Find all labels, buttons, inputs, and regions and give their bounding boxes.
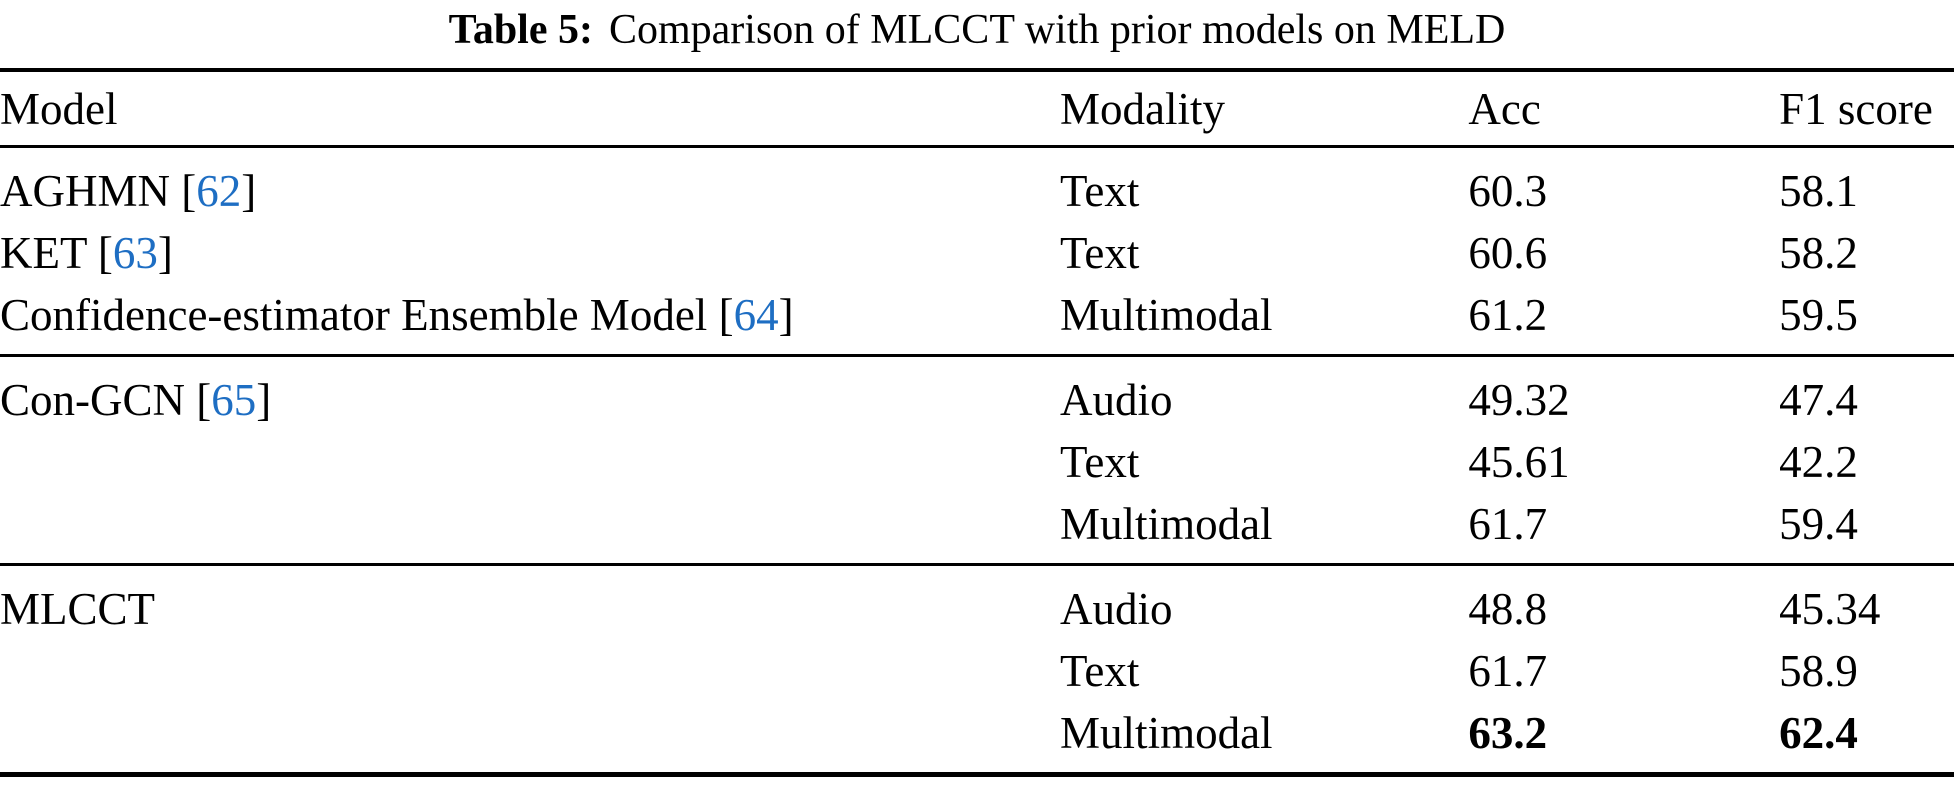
citation-link[interactable]: 64 [733, 290, 779, 340]
modality-cell: Multimodal [1060, 708, 1273, 758]
f1-score-cell: 58.1 [1779, 166, 1858, 216]
table-group-2: Con-GCN [65] Audio 49.32 47.4 Text 45.61 42.2 M… [0, 356, 1954, 565]
citation-link[interactable]: 65 [211, 375, 257, 425]
column-header-model: Model [0, 70, 1061, 148]
column-header-modality: Modality [1060, 70, 1469, 148]
modality-cell: Audio [1060, 375, 1173, 425]
f1-score-cell: 58.2 [1779, 228, 1858, 278]
table-caption-text: Comparison of MLCCT with prior models on… [608, 7, 1506, 53]
modality-cell: Text [1060, 646, 1140, 696]
table-row: AGHMN [62] Text 60.3 58.1 [0, 147, 1954, 223]
f1-score-cell: 59.5 [1779, 290, 1858, 340]
acc-cell: 49.32 [1468, 375, 1570, 425]
column-header-f1-score: F1 score [1779, 70, 1954, 148]
f1-score-cell: 47.4 [1779, 375, 1858, 425]
model-name: KET [0, 228, 87, 278]
model-cell [0, 640, 1060, 702]
acc-cell: 61.7 [1468, 646, 1548, 696]
table-row: MLCCT Audio 48.8 45.34 [0, 565, 1954, 641]
table-row: Text 45.61 42.2 [0, 431, 1954, 493]
citation-link[interactable]: 62 [196, 166, 242, 216]
f1-score-cell: 45.34 [1779, 584, 1881, 634]
model-cell: MLCCT [0, 565, 1060, 641]
table-group-1: AGHMN [62] Text 60.3 58.1 KET [63] Text 60.6 58… [0, 147, 1954, 356]
table-group-3: MLCCT Audio 48.8 45.34 Text 61.7 58.9 Multimoda… [0, 565, 1954, 775]
table-row: Multimodal 61.7 59.4 [0, 493, 1954, 565]
table-row: Multimodal 63.2 62.4 [0, 702, 1954, 775]
table-row: Con-GCN [65] Audio 49.32 47.4 [0, 356, 1954, 432]
f1-score-cell: 59.4 [1779, 499, 1858, 549]
acc-cell: 60.3 [1468, 166, 1548, 216]
acc-cell: 63.2 [1468, 708, 1548, 758]
table-caption: Table 5: Comparison of MLCCT with prior m… [0, 6, 1954, 54]
f1-score-cell: 62.4 [1779, 708, 1858, 758]
table-header-row: Model Modality Acc F1 score [0, 70, 1954, 148]
table-row: Text 61.7 58.9 [0, 640, 1954, 702]
model-name: Confidence-estimator Ensemble Model [0, 290, 708, 340]
model-cell [0, 702, 1060, 775]
model-cell: Con-GCN [65] [0, 375, 272, 425]
modality-cell: Text [1060, 166, 1140, 216]
model-cell: KET [63] [0, 228, 173, 278]
results-table: Model Modality Acc F1 score AGHMN [62] Te… [0, 68, 1954, 777]
modality-cell: Text [1060, 228, 1140, 278]
table-header: Model Modality Acc F1 score [0, 70, 1954, 148]
acc-cell: 60.6 [1468, 228, 1548, 278]
acc-cell: 48.8 [1468, 584, 1548, 634]
model-name: MLCCT [0, 584, 156, 634]
f1-score-cell: 42.2 [1779, 437, 1858, 487]
table-row: KET [63] Text 60.6 58.2 [0, 222, 1954, 284]
modality-cell: Multimodal [1060, 290, 1273, 340]
model-cell [0, 493, 1060, 565]
modality-cell: Audio [1060, 584, 1173, 634]
modality-cell: Multimodal [1060, 499, 1273, 549]
model-name: AGHMN [0, 166, 171, 216]
table-caption-label: Table 5: [448, 7, 593, 53]
citation-link[interactable]: 63 [112, 228, 158, 278]
model-cell [0, 431, 1060, 493]
model-cell: Confidence-estimator Ensemble Model [64] [0, 290, 794, 340]
acc-cell: 61.2 [1468, 290, 1548, 340]
column-header-acc: Acc [1468, 70, 1780, 148]
modality-cell: Text [1060, 437, 1140, 487]
model-cell: AGHMN [62] [0, 166, 257, 216]
acc-cell: 61.7 [1468, 499, 1548, 549]
model-name: Con-GCN [0, 375, 186, 425]
f1-score-cell: 58.9 [1779, 646, 1858, 696]
acc-cell: 45.61 [1468, 437, 1570, 487]
table-row: Confidence-estimator Ensemble Model [64]… [0, 284, 1954, 356]
